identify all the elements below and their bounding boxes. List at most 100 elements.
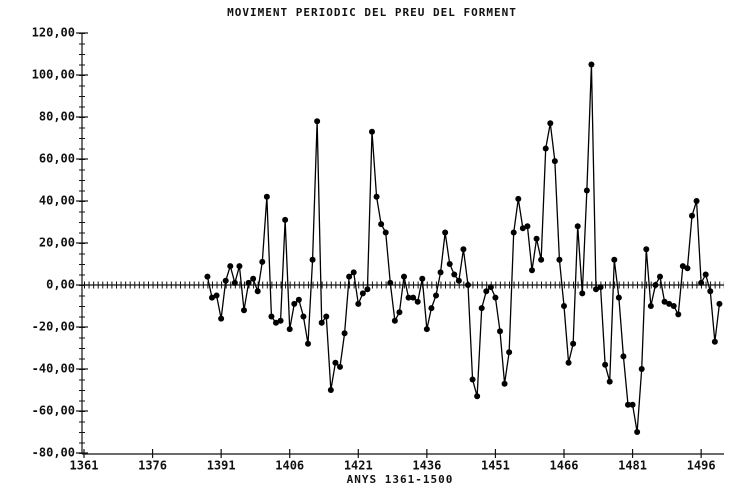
point — [300, 313, 307, 320]
point — [282, 216, 289, 223]
x-tick-label: 1361 — [70, 459, 99, 473]
point — [382, 229, 389, 236]
point — [346, 273, 353, 280]
point — [542, 145, 549, 152]
y-tick-label: 80,00 — [39, 110, 75, 124]
x-axis-label: ANYS 1361-1500 — [347, 473, 454, 486]
point — [519, 225, 526, 232]
point — [245, 279, 252, 286]
point — [574, 223, 581, 230]
point — [460, 246, 467, 253]
point — [465, 282, 471, 288]
point — [707, 288, 714, 295]
point — [305, 340, 311, 347]
point — [387, 279, 394, 286]
point — [515, 195, 522, 202]
point — [524, 223, 531, 230]
point — [689, 212, 695, 219]
point — [469, 376, 476, 383]
point — [414, 298, 421, 305]
point — [684, 265, 691, 272]
point — [583, 187, 590, 194]
point — [702, 271, 709, 278]
point — [396, 309, 403, 316]
x-tick-label: 1451 — [481, 459, 510, 473]
x-tick-label: 1421 — [344, 459, 373, 473]
point — [250, 275, 257, 282]
point — [711, 338, 718, 345]
point — [666, 300, 673, 307]
x-tick-label: 1496 — [687, 459, 716, 473]
point — [657, 273, 663, 280]
point — [638, 366, 645, 372]
point — [506, 349, 513, 356]
point — [428, 305, 435, 312]
y-tick-label: 60,00 — [39, 152, 75, 166]
point — [643, 246, 650, 253]
x-tick-label: 1481 — [618, 459, 647, 473]
x-tick-label: 1406 — [275, 459, 304, 473]
point — [442, 229, 449, 236]
point — [652, 282, 659, 288]
point — [236, 263, 243, 270]
point — [538, 256, 545, 263]
point — [597, 284, 604, 291]
y-tick-label: 100,00 — [32, 68, 75, 82]
point — [341, 330, 348, 337]
point — [606, 378, 613, 385]
point — [295, 296, 302, 303]
point — [241, 307, 247, 314]
point — [273, 319, 279, 326]
point — [611, 256, 618, 263]
point — [455, 277, 462, 284]
point — [209, 294, 215, 301]
point — [259, 258, 266, 265]
point — [565, 359, 572, 366]
point — [561, 303, 567, 309]
point — [588, 61, 595, 68]
y-tick-label: -40,00 — [32, 362, 75, 376]
point — [629, 401, 636, 408]
point — [670, 303, 677, 309]
point — [218, 315, 225, 322]
point — [661, 298, 668, 305]
point — [318, 319, 325, 326]
point — [332, 359, 339, 366]
point — [268, 313, 275, 320]
y-tick-label: 40,00 — [39, 194, 75, 208]
point — [391, 317, 398, 324]
y-tick-label: -20,00 — [32, 320, 75, 334]
point — [410, 294, 417, 301]
point — [277, 317, 284, 324]
point — [634, 429, 641, 435]
point — [602, 361, 609, 368]
y-tick-label: 120,00 — [32, 26, 75, 40]
point — [570, 340, 577, 347]
point — [698, 279, 705, 286]
point — [510, 229, 517, 236]
point — [492, 294, 499, 301]
point — [291, 300, 298, 307]
point — [433, 292, 439, 299]
point — [451, 271, 458, 278]
point — [716, 300, 723, 307]
point — [364, 286, 371, 293]
x-tick-label: 1436 — [412, 459, 441, 473]
point — [401, 273, 407, 280]
point — [551, 158, 558, 165]
point — [446, 261, 453, 267]
point — [231, 279, 238, 286]
y-tick-label: 20,00 — [39, 236, 75, 250]
point — [474, 393, 481, 400]
point — [437, 269, 444, 276]
point — [593, 286, 599, 293]
point — [314, 118, 321, 125]
point — [483, 288, 490, 295]
point — [620, 353, 627, 360]
x-tick-label: 1391 — [207, 459, 236, 473]
point — [323, 313, 330, 320]
y-tick-label: -60,00 — [32, 404, 75, 418]
point — [337, 363, 343, 370]
